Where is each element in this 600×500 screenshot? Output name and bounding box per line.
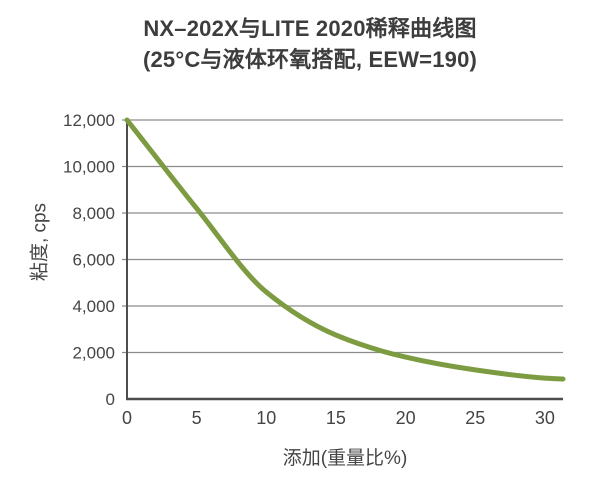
y-tick-label: 6,000 [72,251,115,270]
y-axis-label: 粘度, cps [29,202,51,282]
x-tick-label: 30 [535,408,555,428]
y-tick-label: 8,000 [72,204,115,223]
y-tick-label: 12,000 [63,111,115,130]
chart-title: NX–202X与LITE 2020稀释曲线图 (25°C与液体环氧搭配, EEW… [10,13,600,75]
x-tick-label: 25 [465,408,485,428]
y-tick-label: 2,000 [72,344,115,363]
chart-title-line2: (25°C与液体环氧搭配, EEW=190) [142,47,478,72]
y-tick-label: 0 [106,390,115,409]
x-tick-label: 20 [396,408,416,428]
y-tick-label: 4,000 [72,297,115,316]
x-tick-label: 0 [122,408,132,428]
x-axis-label: 添加(重量比%) [282,448,408,469]
chart-title-line1: NX–202X与LITE 2020稀释曲线图 [143,16,477,41]
x-tick-label: 10 [256,408,276,428]
y-tick-label: 10,000 [63,158,115,177]
x-tick-label: 15 [326,408,346,428]
dilution-curve [124,117,566,382]
x-tick-label: 5 [192,408,202,428]
